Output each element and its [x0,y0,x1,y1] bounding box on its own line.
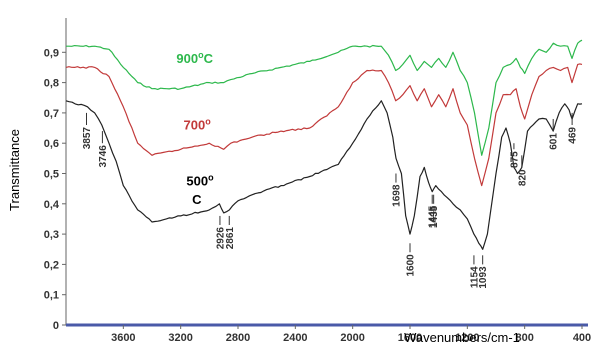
y-tick-label: 0,4 [44,199,60,211]
y-tick-label: 0,6 [44,138,59,150]
series-line [65,63,583,187]
x-tick-label: 400 [573,332,591,344]
x-tick-label: 3200 [168,332,192,344]
x-tick-label: 2800 [226,332,250,344]
peak-label: 875 [509,151,520,168]
peak-label: 2926 [215,227,226,250]
axes: 0 0,1 0,2 0,3 0,4 0,5 0,6 0,7 0,8 0,9 3600 3200 2800… [44,18,591,344]
series-label: 900oC [176,50,213,66]
series-lines [65,39,583,250]
peak-label: 1445 [428,205,439,228]
peak-label: 601 [549,133,560,150]
series-labels: 900oC 700o 500o C [176,50,214,207]
peak-label: 3746 [98,145,109,168]
peak-label: 1435 [429,205,440,228]
peak-label: 1093 [478,266,489,289]
series-label: 700o [184,117,212,133]
series-line [65,100,583,250]
x-tick-label: 2000 [340,332,364,344]
y-axis-title: Transmittance [7,129,22,211]
series-line [66,39,583,156]
y-tick-label: 0,9 [44,47,59,59]
peak-label: 1154 [469,266,480,288]
series-label: 500o [186,173,214,189]
x-tick-label: 1200 [455,332,479,344]
y-tick-label: 0,7 [44,108,59,120]
peak-label: 1698 [392,184,403,207]
series-label: C [192,192,202,207]
x-tick-label: 1600 [398,332,422,344]
x-axis-title: Wavenumbers/cm-1 [404,330,520,345]
x-tick-label: 800 [515,332,533,344]
peak-label: 469 [568,127,579,144]
y-tick-label: 0,8 [44,78,59,90]
y-tick-label: 0,5 [44,169,59,181]
y-tick-label: 0,3 [44,229,59,241]
y-tick-label: 0,2 [44,259,59,271]
peak-label: 1600 [406,254,417,277]
x-tick-label: 3600 [111,332,135,344]
peak-label: 820 [517,169,528,186]
y-tick-label: 0,1 [44,290,59,302]
y-tick-label: 0 [53,320,59,332]
peak-label: 3857 [82,127,93,150]
x-tick-label: 2400 [283,332,307,344]
peak-label: 2861 [225,227,236,250]
